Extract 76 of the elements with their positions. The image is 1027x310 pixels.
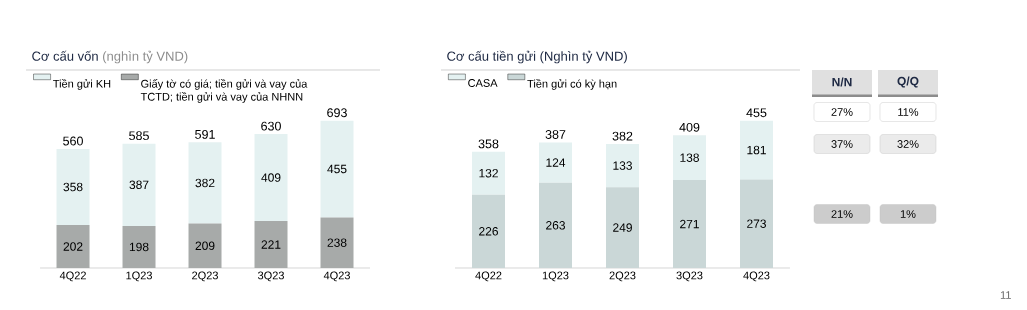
total-label: 630 [261, 121, 281, 131]
data-label: 358 [63, 182, 83, 192]
x-tick-label: 4Q22 [475, 271, 502, 282]
chart-subtitle: (nghìn tỷ VND) [103, 50, 188, 64]
bar [673, 180, 706, 268]
bar [254, 221, 288, 268]
bar [188, 142, 222, 224]
x-tick-label: 4Q22 [59, 271, 86, 282]
text: 11% [898, 108, 919, 116]
bar [673, 135, 706, 181]
data-label: 238 [327, 238, 347, 247]
bar [122, 225, 156, 268]
bar [56, 148, 90, 226]
data-label: 132 [479, 168, 498, 178]
text: 32% [897, 140, 919, 148]
text: 37% [831, 140, 853, 148]
legend-label: Giấy tờ có giá; tiền gửi và vay của TCTD; tiền gửi và vay của NHNN [140, 79, 308, 103]
bar [188, 223, 222, 268]
x-tick-label: 2Q23 [192, 271, 218, 282]
data-label: 249 [613, 223, 632, 232]
bar [740, 120, 773, 180]
data-label: 271 [680, 219, 699, 229]
bar [56, 225, 90, 268]
x-tick-label: 2Q23 [609, 271, 636, 282]
legend-label: Tiền gửi có kỳ hạn [527, 79, 617, 90]
bar [740, 179, 773, 268]
bar [539, 182, 573, 268]
x-tick-label: 3Q23 [676, 271, 703, 282]
data-label: 382 [195, 178, 215, 188]
data-label: 263 [546, 221, 565, 230]
total-label: 358 [478, 139, 499, 149]
total-label: 591 [195, 129, 215, 139]
bar [254, 134, 288, 222]
total-label: 560 [63, 136, 83, 146]
bar [320, 217, 354, 268]
bar [472, 194, 506, 268]
text: N/N [832, 77, 852, 87]
total-label: 409 [679, 122, 700, 132]
data-label: 387 [129, 180, 149, 189]
bar [472, 151, 506, 195]
data-label: 198 [129, 242, 149, 252]
data-label: 409 [261, 173, 281, 182]
data-label: 124 [546, 158, 566, 167]
x-tick-label: 3Q23 [257, 271, 284, 282]
data-label: 181 [747, 145, 766, 155]
chart-title: Cơ cấu vốn [32, 50, 98, 61]
bar [539, 142, 573, 183]
data-label: 202 [63, 242, 83, 251]
bar [606, 187, 639, 268]
bar [320, 120, 354, 218]
x-tick-label: 4Q23 [743, 271, 770, 282]
text: Q/Q [897, 76, 919, 88]
legend-label: Tiền gửi KH [53, 79, 111, 90]
bar [606, 144, 639, 188]
data-label: 209 [195, 241, 215, 251]
data-label: 226 [479, 227, 498, 236]
text: 27% [831, 108, 853, 116]
data-label: 221 [261, 240, 281, 249]
text: 21% [831, 210, 853, 218]
data-label: 455 [327, 164, 347, 174]
x-tick-label: 1Q23 [542, 271, 569, 282]
legend-label: CASA [468, 79, 498, 87]
total-label: 693 [327, 108, 347, 118]
data-label: 138 [680, 153, 699, 162]
text: 11 [1000, 291, 1011, 299]
x-tick-label: 1Q23 [126, 271, 152, 282]
data-label: 133 [613, 161, 632, 170]
total-label: 387 [545, 130, 566, 139]
total-label: 455 [746, 108, 767, 118]
data-label: 273 [747, 219, 766, 228]
chart-title: Cơ cấu tiền gửi (Nghìn tỷ VND) [447, 50, 627, 64]
x-tick-label: 4Q23 [323, 271, 350, 282]
bar [122, 143, 156, 226]
text: 1% [900, 210, 916, 218]
total-label: 382 [612, 131, 633, 141]
total-label: 585 [129, 131, 149, 141]
